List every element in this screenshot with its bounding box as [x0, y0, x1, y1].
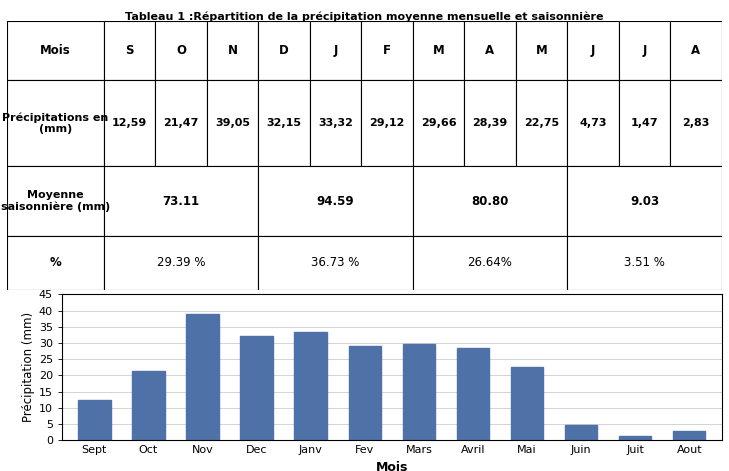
- Bar: [402, 344, 435, 440]
- Bar: [362, 21, 413, 80]
- Bar: [7, 80, 104, 166]
- Bar: [565, 425, 597, 440]
- Bar: [104, 166, 258, 236]
- Bar: [104, 80, 155, 166]
- Bar: [132, 371, 165, 440]
- Bar: [567, 80, 619, 166]
- Text: M: M: [536, 44, 547, 57]
- Text: 1,47: 1,47: [631, 118, 658, 128]
- Bar: [567, 21, 619, 80]
- Bar: [207, 21, 258, 80]
- Text: Tableau 1 :Répartition de la précipitation moyenne mensuelle et saisonnière: Tableau 1 :Répartition de la précipitati…: [125, 12, 604, 22]
- Text: 28,39: 28,39: [472, 118, 507, 128]
- Bar: [348, 346, 381, 440]
- X-axis label: Mois: Mois: [375, 461, 408, 471]
- Bar: [515, 80, 567, 166]
- Bar: [413, 21, 464, 80]
- Bar: [155, 21, 207, 80]
- Text: 94.59: 94.59: [316, 195, 354, 208]
- Bar: [7, 236, 104, 290]
- Bar: [155, 80, 207, 166]
- Text: N: N: [227, 44, 238, 57]
- Bar: [673, 431, 706, 440]
- Text: M: M: [432, 44, 445, 57]
- Bar: [104, 236, 258, 290]
- Bar: [413, 80, 464, 166]
- Bar: [258, 166, 413, 236]
- Bar: [567, 166, 722, 236]
- Text: %: %: [50, 256, 61, 269]
- Text: 29.39 %: 29.39 %: [157, 256, 206, 269]
- Bar: [464, 21, 515, 80]
- Bar: [258, 21, 310, 80]
- Bar: [515, 21, 567, 80]
- Bar: [413, 236, 567, 290]
- Bar: [567, 236, 722, 290]
- Bar: [413, 166, 567, 236]
- Text: F: F: [383, 44, 391, 57]
- Y-axis label: Précipitation (mm): Précipitation (mm): [22, 312, 35, 422]
- Text: O: O: [176, 44, 186, 57]
- Text: 26.64%: 26.64%: [467, 256, 512, 269]
- Text: Précipitations en
(mm): Précipitations en (mm): [2, 112, 109, 134]
- Bar: [258, 80, 310, 166]
- Text: 22,75: 22,75: [524, 118, 559, 128]
- Text: D: D: [279, 44, 289, 57]
- Bar: [619, 80, 670, 166]
- Bar: [310, 21, 362, 80]
- Text: 21,47: 21,47: [163, 118, 199, 128]
- Text: A: A: [691, 44, 701, 57]
- Text: 9.03: 9.03: [630, 195, 659, 208]
- Text: 32,15: 32,15: [267, 118, 302, 128]
- Text: J: J: [333, 44, 338, 57]
- Text: 73.11: 73.11: [163, 195, 200, 208]
- Bar: [187, 314, 219, 440]
- Bar: [7, 166, 104, 236]
- Bar: [619, 436, 652, 440]
- Bar: [464, 80, 515, 166]
- Text: Mois: Mois: [40, 44, 71, 57]
- Text: 80.80: 80.80: [471, 195, 509, 208]
- Text: 4,73: 4,73: [580, 118, 607, 128]
- Bar: [207, 80, 258, 166]
- Bar: [670, 80, 722, 166]
- Bar: [7, 21, 104, 80]
- Text: Moyenne
saisonnière (mm): Moyenne saisonnière (mm): [1, 190, 110, 212]
- Text: S: S: [125, 44, 133, 57]
- Text: J: J: [590, 44, 595, 57]
- Text: 2,83: 2,83: [682, 118, 709, 128]
- Text: 33,32: 33,32: [318, 118, 353, 128]
- Text: 36.73 %: 36.73 %: [311, 256, 359, 269]
- Bar: [258, 236, 413, 290]
- Text: 3.51 %: 3.51 %: [624, 256, 665, 269]
- Bar: [457, 348, 489, 440]
- Text: A: A: [486, 44, 494, 57]
- Bar: [310, 80, 362, 166]
- Bar: [104, 21, 155, 80]
- Text: 29,66: 29,66: [421, 118, 456, 128]
- Bar: [78, 399, 111, 440]
- Bar: [295, 332, 327, 440]
- Text: 12,59: 12,59: [112, 118, 147, 128]
- Bar: [670, 21, 722, 80]
- Text: 29,12: 29,12: [370, 118, 405, 128]
- Text: 39,05: 39,05: [215, 118, 250, 128]
- Bar: [241, 336, 273, 440]
- Bar: [619, 21, 670, 80]
- Text: J: J: [642, 44, 647, 57]
- Bar: [362, 80, 413, 166]
- Bar: [511, 366, 543, 440]
